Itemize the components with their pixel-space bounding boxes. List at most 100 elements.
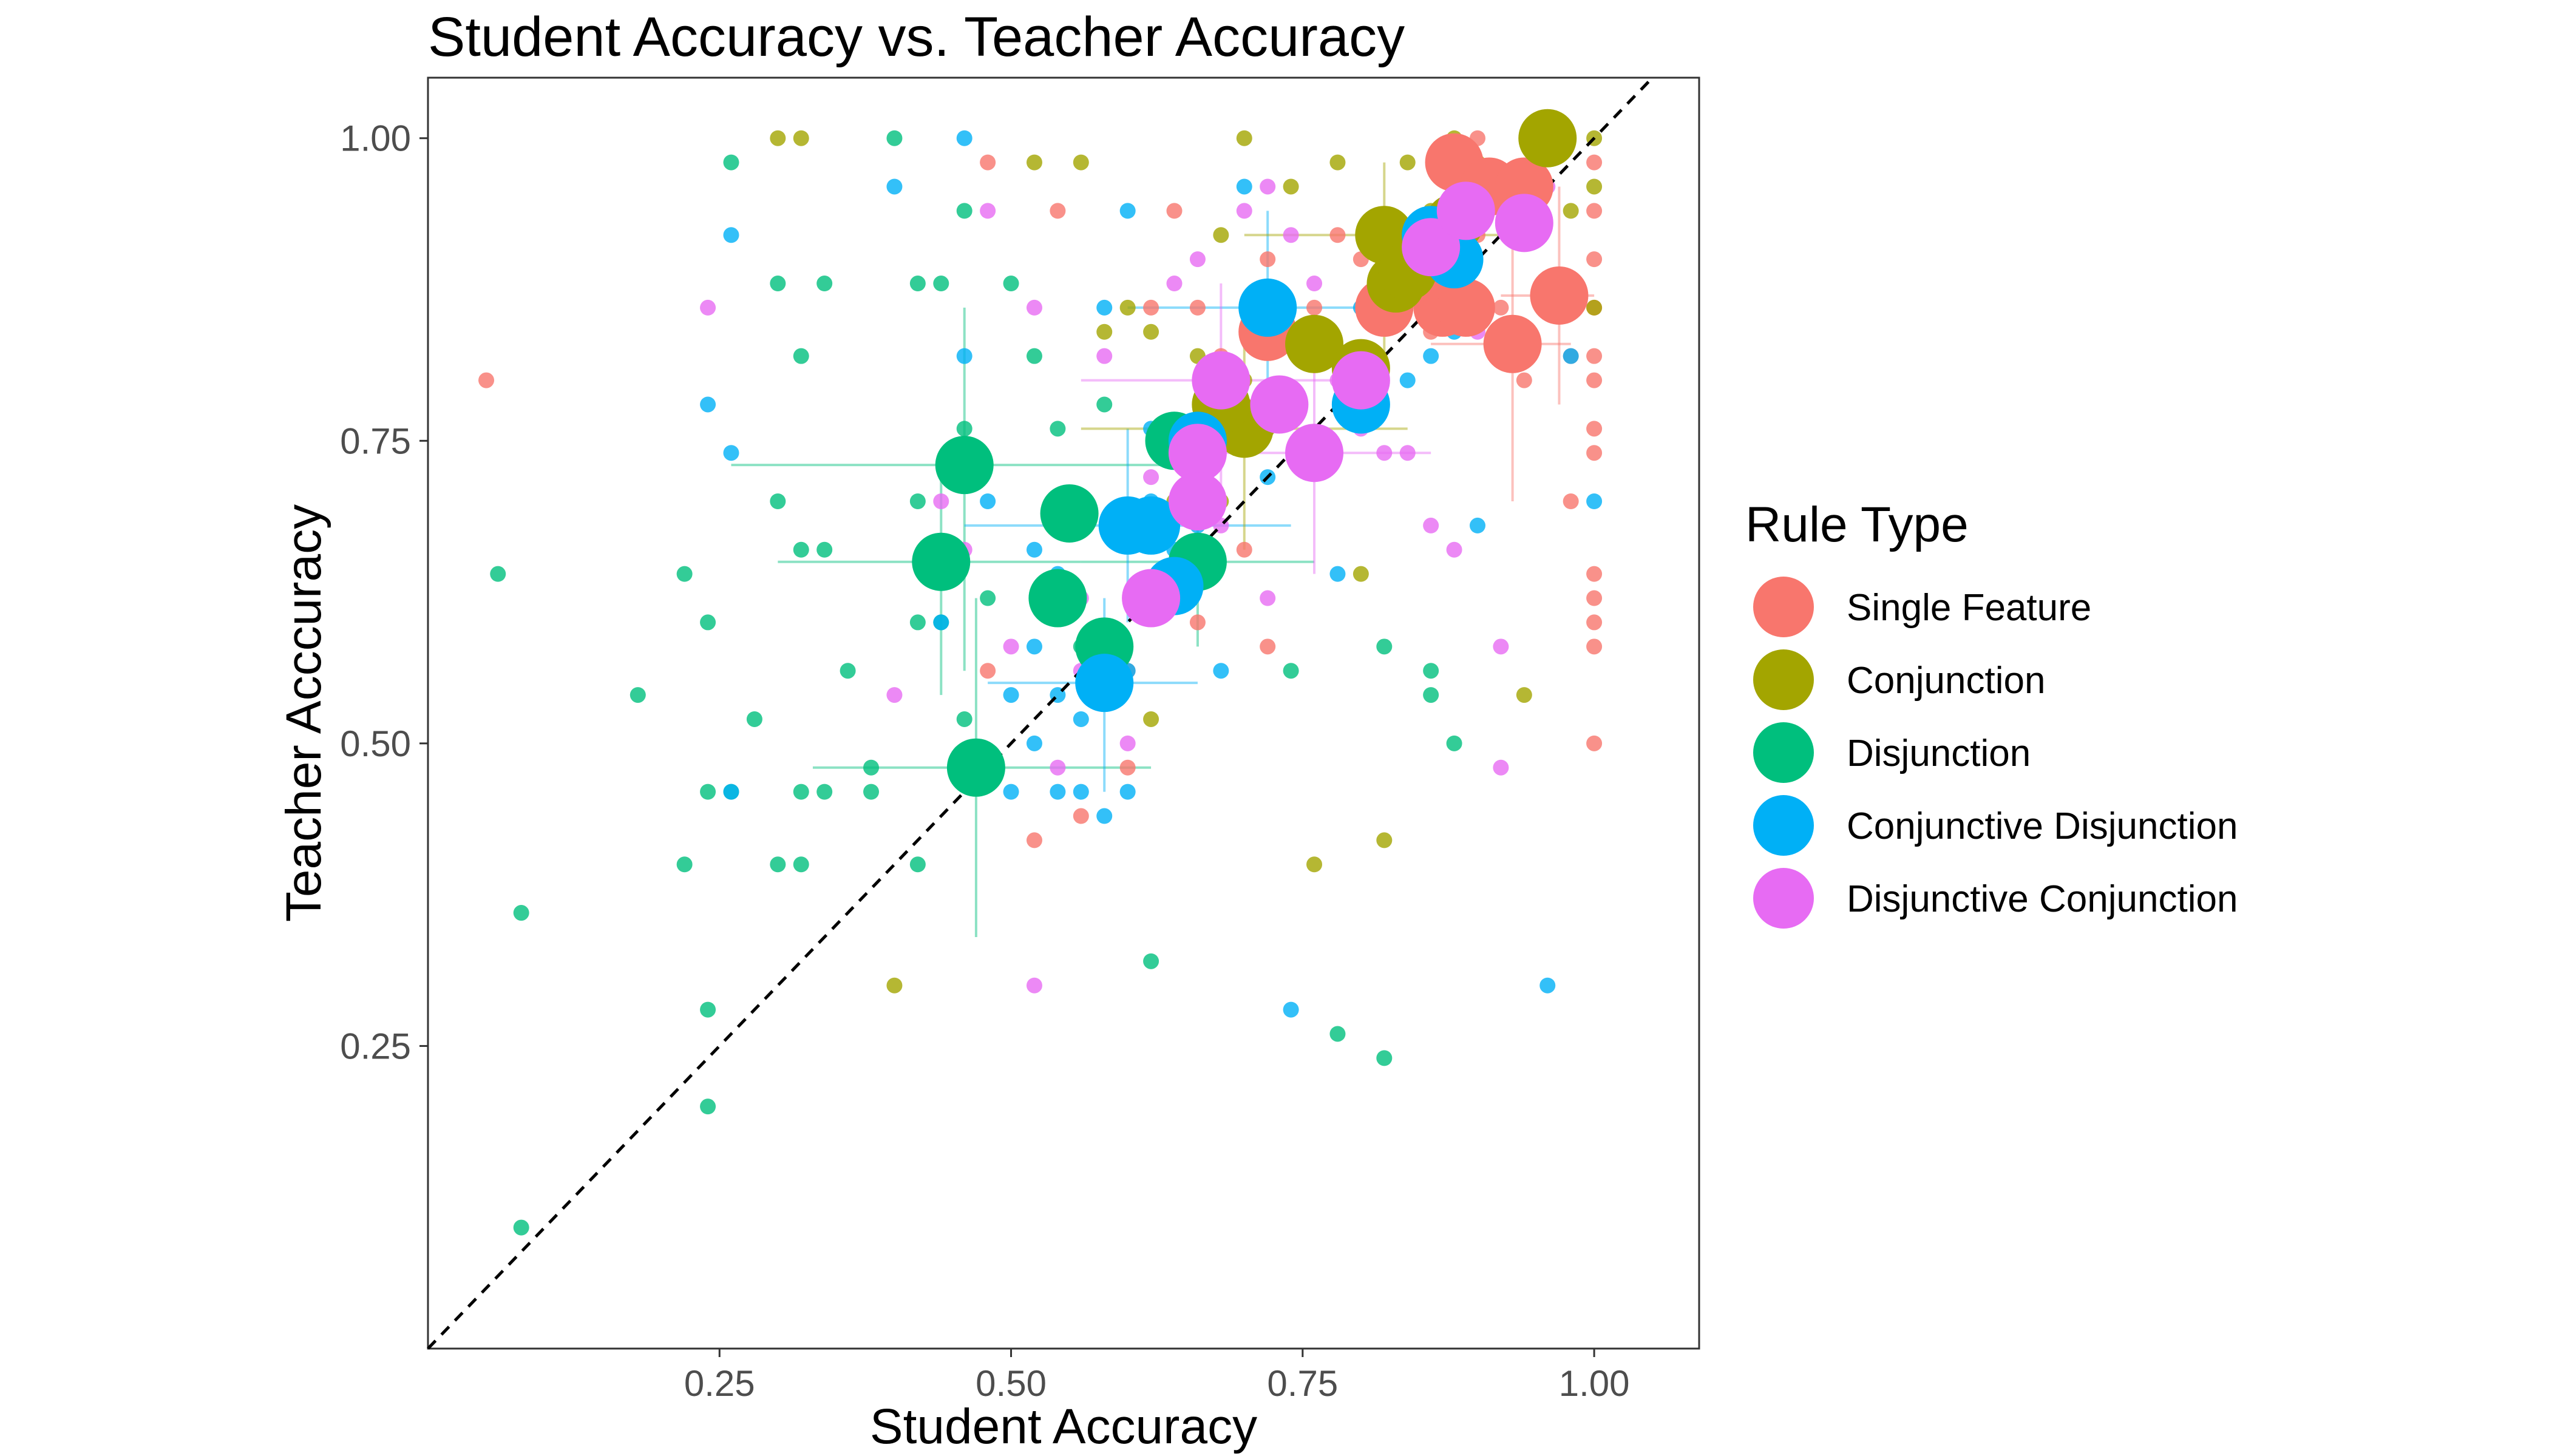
data-point-disjunction <box>1423 687 1439 703</box>
legend-label: Conjunctive Disjunction <box>1847 805 2238 847</box>
data-point-disjunctive-conjunction <box>1376 445 1393 461</box>
mean-point-disjunctive-conjunction <box>1285 424 1344 483</box>
data-point-disjunction <box>956 203 972 219</box>
data-point-disjunctive-conjunction <box>1050 759 1066 776</box>
legend: Rule Type Single Feature Conjunction Disju… <box>1745 497 2238 929</box>
mean-points <box>912 109 1589 797</box>
data-point-single-feature <box>1586 614 1603 631</box>
data-point-conjunctive-disjunction <box>1329 566 1346 582</box>
data-point-conjunctive-disjunction <box>1586 493 1603 509</box>
data-point-disjunction <box>956 421 972 437</box>
data-point-conjunctive-disjunction <box>1050 784 1066 800</box>
data-point-single-feature <box>1329 227 1346 243</box>
data-point-disjunction <box>1050 421 1066 437</box>
plot-panel <box>427 76 1700 1350</box>
data-point-conjunction <box>1283 178 1299 195</box>
data-point-disjunction <box>909 614 926 631</box>
data-point-disjunctive-conjunction <box>1493 759 1509 776</box>
mean-point-disjunction <box>1028 569 1087 628</box>
data-point-conjunction <box>1026 154 1042 171</box>
data-point-single-feature <box>1586 203 1603 219</box>
x-tick-label: 0.50 <box>976 1363 1047 1404</box>
data-point-conjunction <box>1213 227 1229 243</box>
data-point-conjunction <box>1329 154 1346 171</box>
data-point-conjunctive-disjunction <box>1423 348 1439 364</box>
data-point-disjunctive-conjunction <box>1166 276 1183 292</box>
data-point-conjunctive-disjunction <box>723 445 739 461</box>
plot-area <box>427 76 1700 1350</box>
data-point-disjunction <box>1143 953 1159 969</box>
data-point-conjunction <box>1073 154 1089 171</box>
data-point-disjunction <box>1096 396 1113 413</box>
data-point-disjunction <box>909 856 926 873</box>
data-point-disjunction <box>793 541 809 558</box>
y-tick-label: 1.00 <box>340 118 411 159</box>
data-point-single-feature <box>478 372 495 388</box>
data-point-conjunction <box>1563 203 1579 219</box>
data-point-conjunction <box>1236 130 1252 146</box>
data-point-disjunction <box>700 784 716 800</box>
data-point-single-feature <box>1586 566 1603 582</box>
data-point-single-feature <box>1586 154 1603 171</box>
legend-key <box>1753 577 1814 637</box>
data-point-disjunction <box>793 348 809 364</box>
y-tick-label: 0.75 <box>340 421 411 461</box>
data-point-disjunctive-conjunction <box>1493 638 1509 655</box>
data-point-conjunctive-disjunction <box>1213 663 1229 679</box>
data-point-disjunction <box>700 1099 716 1115</box>
data-point-disjunction <box>770 276 786 292</box>
data-point-conjunctive-disjunction <box>1563 348 1579 364</box>
mean-point-disjunction <box>912 532 971 591</box>
mean-point-conjunctive-disjunction <box>1075 654 1134 713</box>
data-point-conjunctive-disjunction <box>1026 541 1042 558</box>
mean-point-conjunctive-disjunction <box>1238 278 1297 337</box>
data-point-disjunctive-conjunction <box>1003 638 1019 655</box>
data-point-conjunctive-disjunction <box>1119 784 1136 800</box>
y-axis-title: Teacher Acccuracy <box>276 504 331 922</box>
data-point-conjunctive-disjunction <box>980 493 996 509</box>
data-point-disjunction <box>863 784 880 800</box>
data-point-disjunctive-conjunction <box>1283 227 1299 243</box>
data-point-disjunction <box>723 154 739 171</box>
data-point-disjunction <box>1376 638 1393 655</box>
data-point-conjunctive-disjunction <box>1096 299 1113 316</box>
legend-label: Disjunctive Conjunction <box>1847 878 2238 920</box>
data-point-conjunctive-disjunction <box>933 614 949 631</box>
chart-title: Student Accuracy vs. Teacher Accuracy <box>428 6 1405 68</box>
data-point-disjunction <box>816 541 833 558</box>
data-point-single-feature <box>1586 251 1603 268</box>
data-point-conjunctive-disjunction <box>1003 687 1019 703</box>
data-point-single-feature <box>980 154 996 171</box>
data-point-single-feature <box>1236 541 1252 558</box>
data-point-disjunction <box>956 711 972 727</box>
data-point-disjunction <box>1329 1026 1346 1042</box>
data-point-disjunction <box>933 276 949 292</box>
data-point-single-feature <box>1050 203 1066 219</box>
data-point-disjunction <box>700 1001 716 1018</box>
data-point-conjunction <box>1399 154 1416 171</box>
legend-label: Disjunction <box>1847 733 2031 774</box>
data-point-single-feature <box>1586 638 1603 655</box>
data-point-single-feature <box>1143 299 1159 316</box>
data-point-single-feature <box>1586 348 1603 364</box>
data-point-disjunction <box>793 784 809 800</box>
data-point-single-feature <box>1306 299 1323 316</box>
data-point-single-feature <box>1166 203 1183 219</box>
data-point-single-feature <box>1563 493 1579 509</box>
data-point-conjunction <box>1353 566 1369 582</box>
legend-items: Single Feature Conjunction Disjunction Conj… <box>1753 577 2238 929</box>
legend-label: Single Feature <box>1847 587 2091 629</box>
data-point-conjunctive-disjunction <box>1119 203 1136 219</box>
y-tick-label: 0.25 <box>340 1026 411 1066</box>
data-point-conjunction <box>1143 323 1159 340</box>
data-point-conjunctive-disjunction <box>1003 784 1019 800</box>
data-point-disjunction <box>1376 1050 1393 1066</box>
data-point-disjunction <box>816 784 833 800</box>
legend-key <box>1753 868 1814 929</box>
data-point-disjunction <box>1003 276 1019 292</box>
y-tick-label: 0.50 <box>340 723 411 764</box>
data-point-conjunctive-disjunction <box>723 227 739 243</box>
mean-point-disjunctive-conjunction <box>1192 351 1251 410</box>
data-point-conjunctive-disjunction <box>700 396 716 413</box>
